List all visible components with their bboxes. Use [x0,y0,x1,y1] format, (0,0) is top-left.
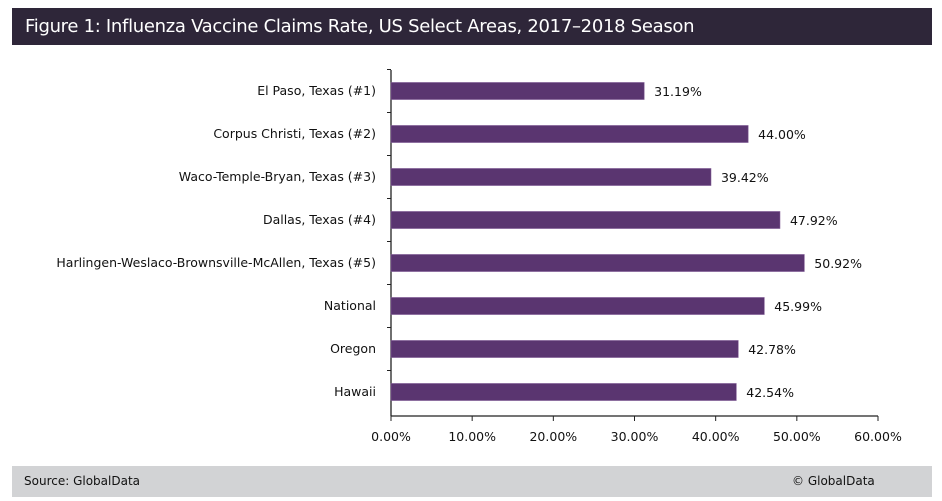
bar [390,383,737,401]
x-tick-label: 50.00% [773,429,821,444]
bar [390,297,765,315]
x-tick-label: 20.00% [529,429,577,444]
figure-title: Figure 1: Influenza Vaccine Claims Rate,… [12,8,932,45]
category-label: El Paso, Texas (#1) [257,83,376,98]
category-label: Harlingen-Weslaco-Brownsville-McAllen, T… [56,255,376,270]
category-label: Oregon [330,341,376,356]
data-label: 50.92% [814,256,862,271]
bar [390,168,712,186]
x-tick-label: 60.00% [854,429,902,444]
data-label: 31.19% [654,84,702,99]
x-tick-label: 30.00% [611,429,659,444]
bar [390,254,805,272]
bar [390,211,781,229]
copyright-label: © GlobalData [792,474,875,488]
x-tick-label: 0.00% [371,429,411,444]
category-label: Dallas, Texas (#4) [263,212,376,227]
bar [390,82,645,100]
category-label: Corpus Christi, Texas (#2) [213,126,376,141]
bar [390,340,739,358]
x-tick-label: 10.00% [448,429,496,444]
data-label: 42.78% [748,342,796,357]
category-label: National [324,298,376,313]
source-label: Source: GlobalData [24,474,141,488]
bar [390,125,749,143]
x-tick-label: 40.00% [692,429,740,444]
data-label: 39.42% [721,170,769,185]
footer: Source: GlobalData © GlobalData [12,466,932,497]
data-label: 42.54% [746,385,794,400]
data-label: 44.00% [758,127,806,142]
data-label: 45.99% [774,299,822,314]
data-label: 47.92% [790,213,838,228]
category-label: Waco-Temple-Bryan, Texas (#3) [179,169,376,184]
category-label: Hawaii [334,384,376,399]
